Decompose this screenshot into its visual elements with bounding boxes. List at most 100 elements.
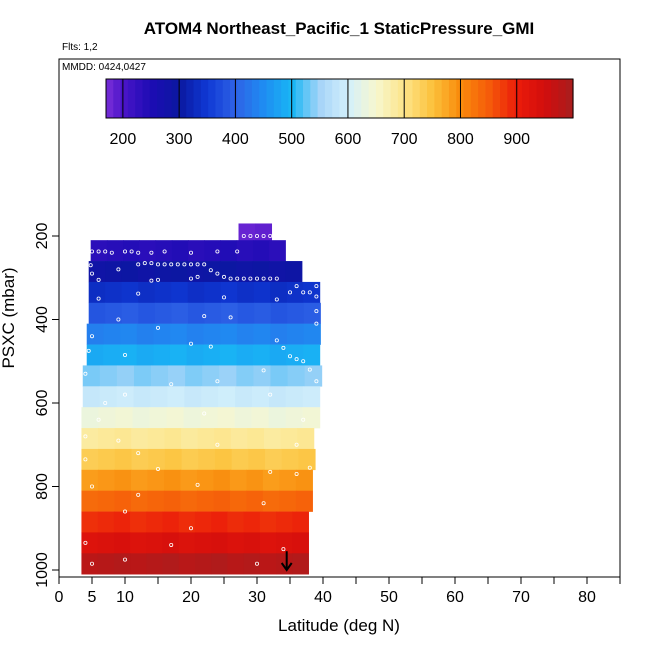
sample-point (228, 315, 233, 320)
heatmap-cell (229, 490, 247, 512)
sample-point (281, 345, 286, 350)
heatmap-cell (151, 365, 169, 387)
sample-point (314, 284, 319, 289)
heatmap-cell (187, 302, 206, 324)
heatmap-cell (137, 261, 155, 283)
sample-point (261, 368, 266, 373)
heatmap-cell (155, 240, 173, 262)
sample-point (301, 417, 306, 422)
heatmap-cell (276, 553, 293, 575)
heatmap-cell (302, 407, 321, 429)
colorbar-tick-label: 500 (278, 131, 305, 148)
sample-point (136, 451, 141, 456)
heatmap-cell (231, 448, 249, 471)
colorbar-segment (361, 79, 370, 118)
heatmap-cell (194, 511, 212, 533)
colorbar-segment (186, 79, 195, 118)
heatmap-cell (196, 469, 214, 491)
heatmap-cell (146, 511, 164, 533)
heatmap-cell (81, 553, 99, 575)
heatmap-cell (116, 386, 135, 408)
colorbar-segment (492, 79, 501, 118)
heatmap-cell (81, 448, 99, 471)
heatmap-cell (214, 448, 233, 471)
annotation-layer (280, 551, 293, 572)
heatmap-cell (194, 532, 212, 554)
colorbar-segment (529, 79, 538, 118)
heatmap-cell (201, 386, 219, 408)
heatmap-cell (297, 428, 315, 450)
heatmap-cell (166, 407, 185, 429)
heatmap-cell (197, 428, 215, 450)
sample-point (202, 314, 207, 319)
heatmap-cell (211, 532, 228, 554)
heatmap-cell (253, 323, 271, 345)
colorbar-segment (266, 79, 275, 118)
heatmap-cell (204, 281, 222, 304)
heatmap-cell (298, 448, 316, 471)
colorbar-segment (514, 79, 523, 118)
colorbar-segment (339, 79, 348, 118)
colorbar-segment (543, 79, 552, 118)
heatmap-cell (281, 448, 299, 471)
sample-point (103, 400, 108, 405)
sample-point (294, 442, 299, 447)
heatmap-cell (139, 240, 157, 262)
heatmap-cell (103, 344, 121, 366)
x-tick-label: 70 (512, 589, 530, 606)
colorbar-segment (551, 79, 560, 118)
heatmap-cell (105, 261, 122, 283)
heatmap-cell (171, 240, 189, 262)
heatmap-cell (114, 469, 132, 491)
sample-point (136, 250, 141, 255)
sample-point (195, 482, 200, 487)
colorbar-tick-label: 200 (110, 131, 137, 148)
heatmap-cell (220, 240, 238, 262)
heatmap-cell (97, 511, 115, 533)
sample-point (314, 294, 319, 299)
sample-point (88, 263, 93, 268)
heatmap-cell (238, 223, 256, 241)
sample-point (314, 321, 319, 326)
heatmap-cell (287, 302, 305, 324)
heatmap-cell (82, 365, 101, 387)
sample-point (188, 341, 193, 346)
colorbar-segment (310, 79, 319, 118)
heatmap-cell (150, 386, 168, 408)
sample-point (287, 354, 292, 359)
heatmap-cell (280, 428, 298, 450)
heatmap-cell (88, 302, 106, 324)
colorbar-segment (222, 79, 231, 118)
heatmap-cell (147, 428, 165, 450)
sample-point (90, 334, 95, 339)
heatmap-cell (130, 511, 147, 533)
sample-point (307, 367, 312, 372)
sample-point (123, 392, 128, 397)
sample-point (228, 276, 233, 281)
sample-point (90, 484, 95, 489)
sample-point (235, 249, 240, 254)
sample-point (208, 344, 213, 349)
colorbar-segment (149, 79, 158, 118)
heatmap-cell (113, 511, 131, 533)
heatmap-cell (254, 302, 272, 324)
colorbar-segment (317, 79, 326, 118)
heatmap-cell (184, 386, 202, 408)
sample-point (294, 284, 299, 289)
colorbar-segment (230, 79, 238, 118)
colorbar-segment (434, 79, 443, 118)
sample-point (188, 262, 193, 267)
sample-point (268, 233, 273, 238)
heatmap-cell (262, 469, 280, 491)
colorbar-segment (536, 79, 545, 118)
colorbar-segment (135, 79, 144, 118)
heatmap-cell (178, 553, 196, 575)
heatmap-cell (183, 407, 202, 429)
colorbar-segment (390, 79, 399, 118)
sample-point (142, 261, 147, 266)
colorbar-tick-label: 700 (391, 131, 418, 148)
heatmap-cell (270, 323, 288, 345)
flights-label: Flts: 1,2 (62, 42, 98, 53)
heatmap-cell (253, 281, 271, 304)
heatmap-cell (219, 261, 237, 283)
